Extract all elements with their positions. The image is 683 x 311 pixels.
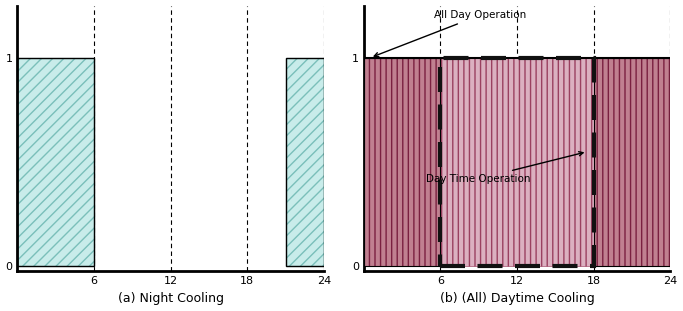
- Text: All Day Operation: All Day Operation: [374, 10, 527, 57]
- Bar: [594, 58, 670, 267]
- Bar: [441, 58, 594, 267]
- Bar: [594, 58, 670, 267]
- Text: Day Time Operation: Day Time Operation: [426, 152, 583, 184]
- Bar: [18, 58, 94, 267]
- Bar: [364, 58, 441, 267]
- Bar: [441, 58, 594, 267]
- Bar: [285, 58, 324, 267]
- Bar: [364, 58, 441, 267]
- X-axis label: (b) (All) Daytime Cooling: (b) (All) Daytime Cooling: [440, 292, 594, 305]
- Bar: [441, 58, 594, 267]
- Bar: [364, 58, 441, 267]
- Bar: [18, 58, 94, 267]
- Bar: [285, 58, 324, 267]
- X-axis label: (a) Night Cooling: (a) Night Cooling: [117, 292, 224, 305]
- Bar: [285, 58, 324, 267]
- Bar: [594, 58, 670, 267]
- Bar: [18, 58, 94, 267]
